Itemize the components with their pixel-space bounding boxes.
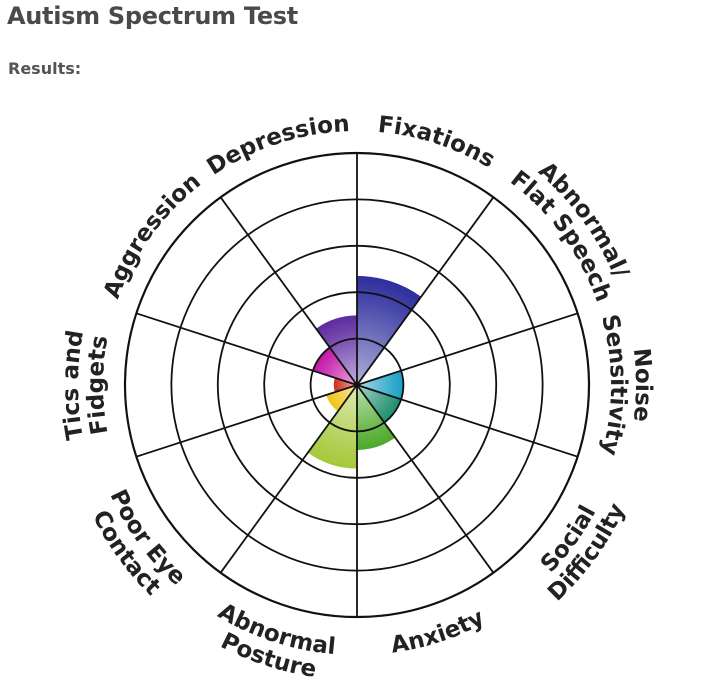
sector-poor-eye-contact (326, 385, 357, 412)
category-label: Noise (628, 347, 656, 423)
category-label: Fidgets (83, 334, 113, 437)
grid-spoke (136, 312, 358, 386)
grid-spoke (356, 384, 495, 574)
category-label: Fixations (377, 112, 500, 174)
sector-fixations (357, 275, 422, 385)
sector-anxiety (357, 385, 396, 450)
category-label: Aggression (99, 168, 206, 302)
grid-spoke (136, 384, 358, 458)
grid-layer (123, 151, 591, 619)
page-title: Autism Spectrum Test (7, 2, 298, 30)
sector-tics-and-fidgets (333, 377, 357, 393)
grid-spoke (356, 312, 578, 386)
sector-depression (316, 315, 357, 385)
sector-layer (307, 275, 422, 469)
sector-social-difficulty (357, 385, 402, 423)
sector-aggression (312, 347, 357, 385)
grid-spoke (219, 384, 358, 574)
grid-spoke (356, 196, 495, 386)
category-label: Tics and (58, 328, 89, 441)
grid-spoke (356, 384, 578, 458)
category-label: Sensitivity (596, 312, 631, 458)
results-label: Results: (8, 59, 82, 78)
grid-spoke (219, 196, 358, 386)
sector-abnormal-posture (307, 385, 357, 469)
sector-noise-sensitivity (357, 370, 404, 400)
category-label: Depression (203, 111, 351, 180)
